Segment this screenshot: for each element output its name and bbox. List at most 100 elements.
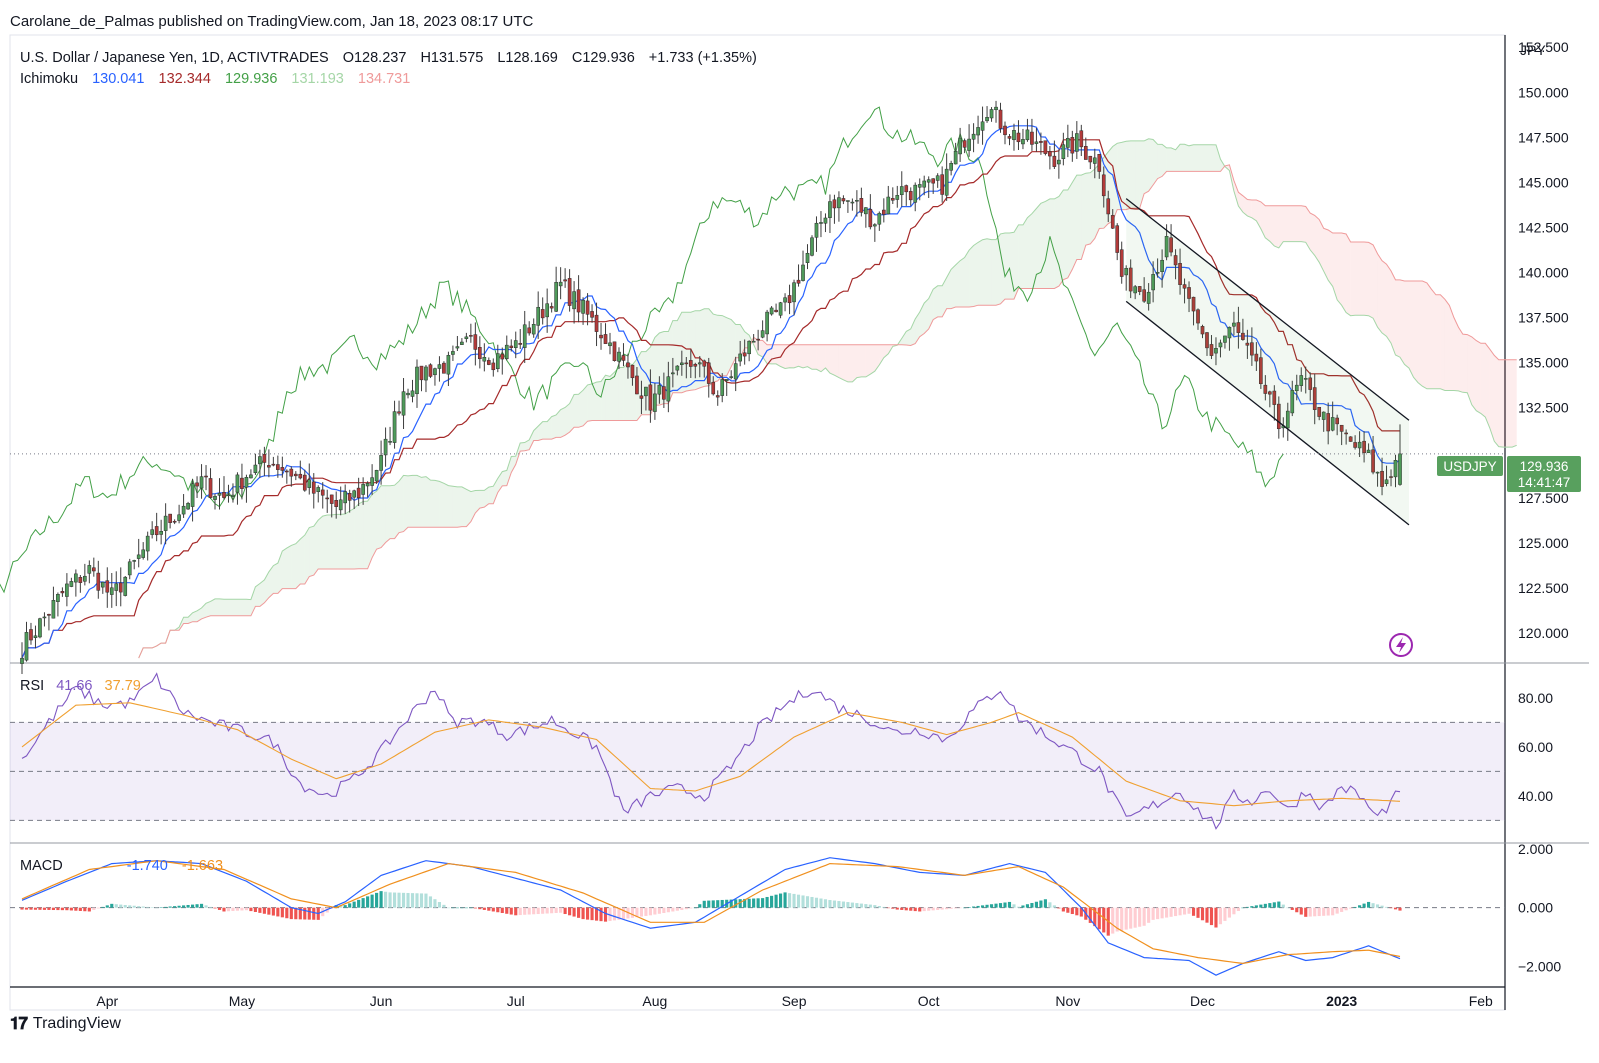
cloud-segment bbox=[996, 233, 1001, 306]
symbol-badge[interactable]: USDJPY bbox=[1437, 456, 1503, 476]
candle-body bbox=[244, 477, 249, 488]
cloud-segment bbox=[901, 331, 907, 345]
candle-body bbox=[917, 184, 922, 188]
macd-histogram-bar bbox=[675, 907, 679, 911]
legend-rsi[interactable]: RSI 41.66 37.79 bbox=[20, 678, 141, 694]
candle-body bbox=[464, 336, 469, 339]
candle-body bbox=[1339, 424, 1344, 432]
macd-histogram-bar bbox=[823, 899, 828, 908]
macd-histogram-bar bbox=[958, 907, 962, 909]
macd-histogram-bar bbox=[249, 907, 253, 912]
signal-value: -1.663 bbox=[182, 858, 223, 874]
cloud-segment bbox=[345, 511, 350, 570]
macd-histogram-bar bbox=[1250, 906, 1254, 908]
candle-body bbox=[1039, 141, 1043, 143]
price-tick-label: 127.500 bbox=[1518, 490, 1569, 506]
candle-body bbox=[271, 463, 276, 466]
macd-histogram-bar bbox=[92, 907, 96, 910]
cloud-segment bbox=[1287, 205, 1293, 242]
cloud-segment bbox=[291, 543, 296, 589]
cloud-segment bbox=[412, 475, 417, 528]
cloud-segment bbox=[1301, 205, 1306, 243]
cloud-segment bbox=[1081, 173, 1086, 260]
macd-histogram-bar bbox=[410, 893, 415, 908]
candle-body bbox=[33, 635, 38, 638]
cloud-segment bbox=[439, 481, 444, 528]
macd-histogram-bar bbox=[186, 904, 190, 908]
macd-histogram-bar bbox=[1178, 907, 1182, 916]
candle-body bbox=[1254, 353, 1259, 362]
price-tick-label: 142.500 bbox=[1518, 219, 1569, 235]
cloud-segment bbox=[232, 599, 238, 616]
candle-body bbox=[424, 366, 428, 381]
candle-body bbox=[585, 300, 590, 315]
candle-body bbox=[899, 186, 904, 196]
legend-ichimoku[interactable]: Ichimoku 130.041 132.344 129.936 131.193… bbox=[20, 71, 410, 87]
symbol-badge-bg bbox=[1437, 456, 1503, 476]
cloud-segment bbox=[241, 599, 247, 616]
macd-histogram-bar bbox=[478, 907, 482, 910]
macd-histogram-bar bbox=[334, 905, 338, 908]
macd-histogram-bar bbox=[195, 904, 199, 908]
cloud-segment bbox=[430, 480, 435, 528]
candle-body bbox=[1200, 326, 1205, 335]
candle-body bbox=[1057, 159, 1061, 165]
candle-body bbox=[473, 334, 478, 350]
macd-histogram-bar bbox=[743, 898, 747, 908]
candle-body bbox=[653, 393, 657, 412]
cloud-segment bbox=[915, 312, 920, 344]
cloud-segment bbox=[906, 328, 911, 346]
cloud-segment bbox=[560, 407, 566, 438]
legend-macd[interactable]: MACD -1.740 -1.663 bbox=[20, 858, 223, 874]
cloud-segment bbox=[529, 430, 534, 450]
footer-brand[interactable]: 𝟏𝟕 TradingView bbox=[10, 1014, 121, 1034]
macd-histogram-bar bbox=[132, 905, 136, 908]
macd-histogram-bar bbox=[559, 907, 563, 913]
cloud-segment bbox=[1166, 147, 1172, 172]
cloud-segment bbox=[978, 239, 983, 306]
macd-histogram-bar bbox=[963, 907, 967, 909]
descending-channel[interactable] bbox=[1125, 198, 1410, 526]
macd-histogram-bar bbox=[1093, 907, 1097, 927]
cloud-segment bbox=[1319, 219, 1324, 272]
candle-body bbox=[1326, 413, 1331, 432]
cloud-segment bbox=[340, 514, 346, 570]
macd-histogram-bar bbox=[662, 907, 666, 914]
macd-histogram-bar bbox=[217, 907, 222, 910]
macd-histogram-bar bbox=[370, 894, 374, 908]
cloud-segment bbox=[1054, 196, 1059, 289]
legend-symbol: U.S. Dollar / Japanese Yen, 1D, ACTIVTRA… bbox=[20, 50, 329, 66]
candle-body bbox=[1348, 436, 1353, 442]
candle-body bbox=[590, 311, 594, 318]
macd-histogram-bar bbox=[805, 896, 810, 908]
cloud-segment bbox=[331, 514, 337, 570]
macd-histogram-bar bbox=[1313, 907, 1317, 917]
cloud-segment bbox=[381, 485, 386, 548]
macd-histogram-bar bbox=[1236, 907, 1240, 911]
candle-body bbox=[347, 492, 352, 501]
cloud-segment bbox=[336, 514, 341, 570]
cloud-segment bbox=[1476, 340, 1481, 414]
candle-body bbox=[60, 591, 65, 594]
macd-histogram-bar bbox=[1393, 907, 1398, 910]
candle-body bbox=[554, 282, 558, 312]
cloud-segment bbox=[286, 545, 292, 589]
cloud-segment bbox=[1467, 334, 1472, 405]
candle-body bbox=[1133, 286, 1137, 294]
cloud-segment bbox=[731, 319, 736, 367]
cloud-segment bbox=[982, 238, 988, 306]
macd-histogram-bar bbox=[954, 907, 958, 909]
cloud-segment bbox=[376, 485, 382, 550]
macd-histogram-bar bbox=[110, 903, 114, 908]
candle-body bbox=[478, 347, 482, 360]
cloud-segment bbox=[807, 344, 812, 370]
macd-histogram-bar bbox=[945, 907, 949, 910]
cloud-segment bbox=[309, 526, 314, 577]
cloud-segment bbox=[1489, 349, 1495, 442]
lightning-icon[interactable] bbox=[1389, 633, 1413, 657]
macd-histogram-bar bbox=[653, 907, 657, 915]
cloud-segment bbox=[511, 456, 516, 473]
candle-body bbox=[177, 514, 181, 521]
candle-body bbox=[451, 351, 455, 355]
